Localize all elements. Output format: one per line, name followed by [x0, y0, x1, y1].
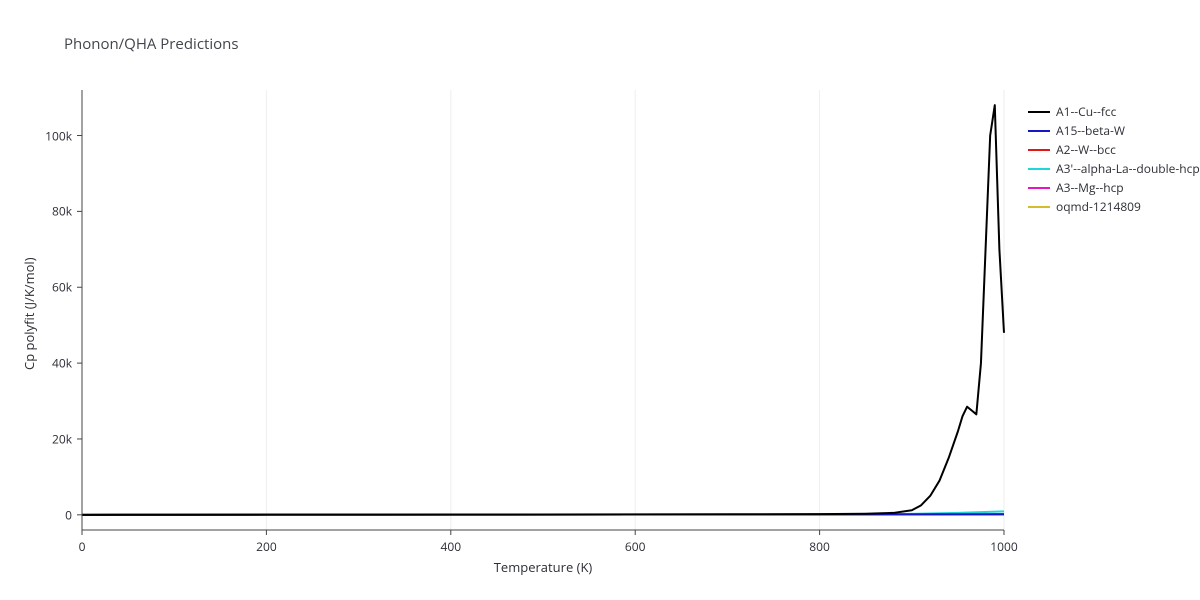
y-axis-label: Cp polyfit (J/K/mol) [20, 257, 38, 370]
legend-swatch [1028, 187, 1050, 189]
chart-container: Phonon/QHA Predictions Temperature (K) C… [0, 0, 1200, 600]
legend-label: A3'--alpha-La--double-hcp [1056, 160, 1200, 177]
legend-item[interactable]: A3'--alpha-La--double-hcp [1028, 159, 1200, 178]
y-tick-label: 100k [45, 127, 72, 144]
legend-swatch [1028, 111, 1050, 113]
axes [82, 90, 1004, 530]
legend-item[interactable]: A1--Cu--fcc [1028, 102, 1200, 121]
legend-item[interactable]: A15--beta-W [1028, 121, 1200, 140]
plot-area[interactable] [82, 90, 1004, 530]
y-tick-label: 40k [52, 355, 72, 372]
x-tick-label: 800 [809, 538, 830, 555]
x-tick-label: 1000 [990, 538, 1017, 555]
legend-label: A2--W--bcc [1056, 141, 1116, 158]
x-tick-label: 400 [441, 538, 462, 555]
legend[interactable]: A1--Cu--fcc A15--beta-W A2--W--bcc A3'--alp… [1028, 102, 1200, 216]
legend-item[interactable]: A3--Mg--hcp [1028, 178, 1200, 197]
legend-item[interactable]: A2--W--bcc [1028, 140, 1200, 159]
legend-swatch [1028, 149, 1050, 151]
legend-label: A3--Mg--hcp [1056, 179, 1124, 196]
legend-item[interactable]: oqmd-1214809 [1028, 197, 1200, 216]
legend-label: A15--beta-W [1056, 122, 1125, 139]
y-tick-label: 60k [52, 279, 72, 296]
plot-svg [82, 90, 1004, 530]
legend-label: oqmd-1214809 [1056, 198, 1141, 215]
legend-label: A1--Cu--fcc [1056, 103, 1116, 120]
x-tick-label: 200 [256, 538, 277, 555]
legend-swatch [1028, 168, 1050, 170]
y-tick-label: 80k [52, 203, 72, 220]
series-line[interactable] [82, 105, 1004, 515]
x-tick-label: 600 [625, 538, 646, 555]
x-tick-label: 0 [79, 538, 86, 555]
x-axis-label: Temperature (K) [494, 558, 593, 576]
y-tick-label: 20k [52, 430, 72, 447]
chart-title: Phonon/QHA Predictions [64, 34, 239, 54]
legend-swatch [1028, 206, 1050, 208]
y-tick-label: 0 [65, 506, 72, 523]
legend-swatch [1028, 130, 1050, 132]
